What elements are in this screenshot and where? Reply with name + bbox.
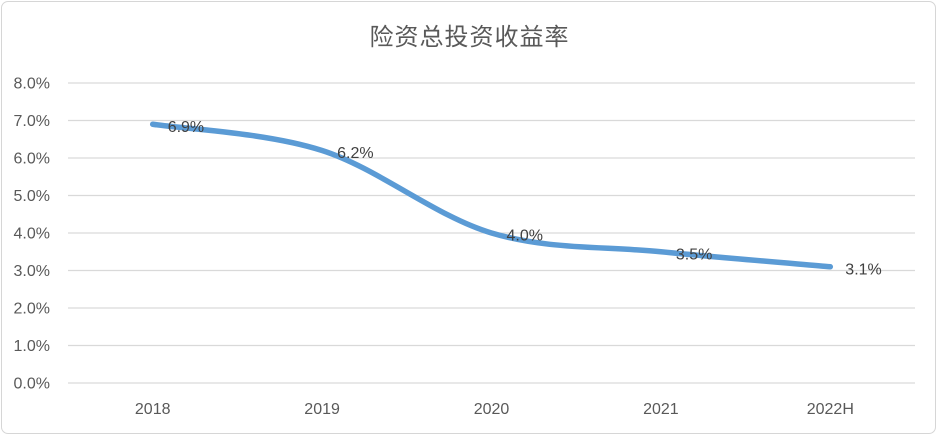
data-label: 6.9% <box>168 119 204 136</box>
y-tick-label: 8.0% <box>14 76 50 93</box>
x-tick-label: 2019 <box>304 401 340 418</box>
y-tick-label: 7.0% <box>14 113 50 130</box>
data-label: 6.2% <box>337 145 373 162</box>
y-tick-label: 1.0% <box>14 338 50 355</box>
y-tick-label: 5.0% <box>14 188 50 205</box>
y-tick-label: 4.0% <box>14 226 50 243</box>
x-tick-label: 2020 <box>474 401 510 418</box>
data-label: 3.1% <box>845 261 881 278</box>
x-tick-label: 2018 <box>135 401 171 418</box>
x-tick-label: 2021 <box>643 401 679 418</box>
y-tick-label: 6.0% <box>14 151 50 168</box>
y-tick-label: 0.0% <box>14 376 50 393</box>
chart-title: 险资总投资收益率 <box>369 24 570 51</box>
data-label: 3.5% <box>676 246 712 263</box>
x-tick-label: 2022H <box>807 401 854 418</box>
y-tick-label: 2.0% <box>14 301 50 318</box>
y-tick-label: 3.0% <box>14 263 50 280</box>
series-line <box>149 121 834 270</box>
data-label: 4.0% <box>507 228 543 245</box>
